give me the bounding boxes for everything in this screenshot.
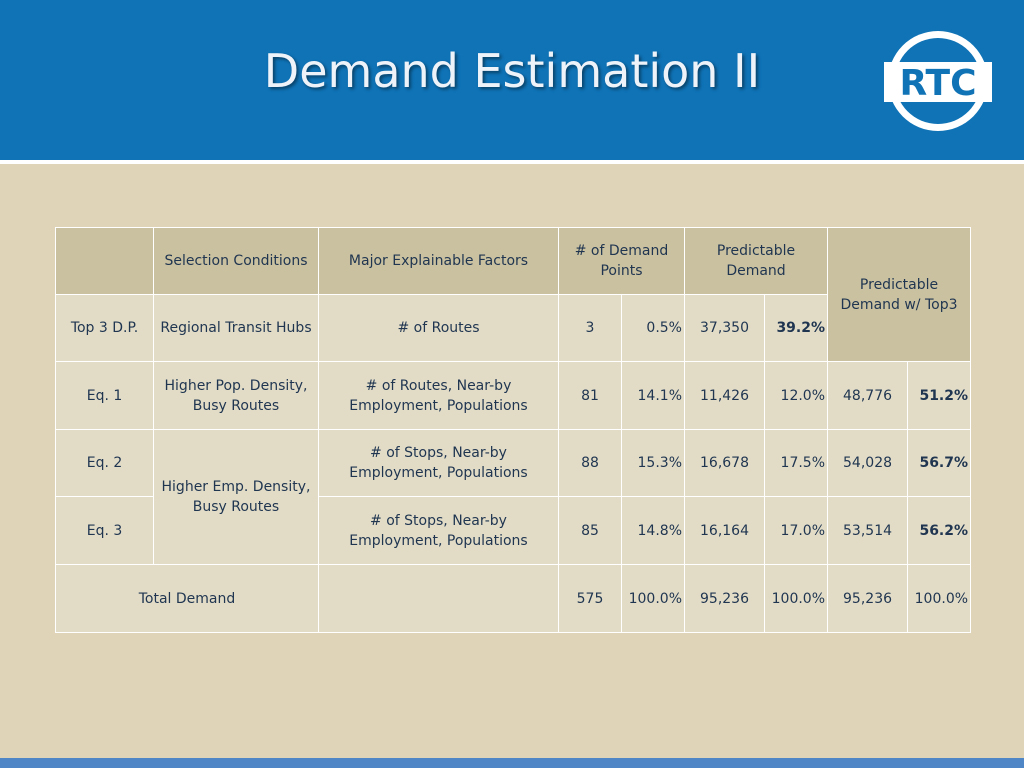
demand-points-count: 85: [558, 496, 622, 565]
row-label: Eq. 3: [55, 496, 154, 565]
total-predictable-demand-percent: 100.0%: [763, 564, 829, 633]
header-predictable-demand-top3: Predictable Demand w/ Top3: [827, 227, 972, 362]
header-divider: [0, 160, 1024, 164]
top3-demand-value: 48,776: [827, 361, 909, 430]
predictable-demand-percent: 12.0%: [763, 361, 829, 430]
total-top3-demand-percent: 100.0%: [907, 564, 972, 633]
total-predictable-demand: 95,236: [684, 564, 765, 633]
top3-demand-percent: 56.7%: [907, 429, 972, 497]
predictable-demand-value: 16,164: [684, 496, 765, 565]
row-label: Eq. 2: [55, 429, 154, 497]
total-factors: [318, 564, 559, 633]
logo-text: RTC: [899, 63, 976, 104]
total-demand-points: 575: [558, 564, 622, 633]
header-selection-conditions: Selection Conditions: [153, 227, 319, 295]
slide-title: Demand Estimation II: [263, 44, 761, 98]
top3-demand-value: 53,514: [827, 496, 909, 565]
selection-condition: Higher Pop. Density, Busy Routes: [153, 361, 319, 430]
demand-points-count: 81: [558, 361, 622, 430]
header-demand-points: # of Demand Points: [558, 227, 685, 295]
predictable-demand-percent: 17.5%: [763, 429, 829, 497]
table-row: Eq. 3 # of Stops, Near-by Employment, Po…: [55, 496, 972, 565]
predictable-demand-value: 37,350: [684, 294, 765, 362]
predictable-demand-value: 16,678: [684, 429, 765, 497]
header-predictable-demand: Predictable Demand: [683, 227, 829, 295]
total-top3-demand: 95,236: [827, 564, 909, 633]
predictable-demand-percent: 39.2%: [763, 294, 829, 362]
predictable-demand-value: 11,426: [684, 361, 765, 430]
top3-demand-percent: 56.2%: [907, 496, 972, 565]
demand-points-percent: 14.1%: [621, 361, 685, 430]
demand-points-percent: 14.8%: [621, 496, 685, 565]
total-row: Total Demand 575 100.0% 95,236 100.0% 95…: [55, 564, 972, 633]
demand-points-count: 88: [558, 429, 622, 497]
explainable-factors: # of Stops, Near-by Employment, Populati…: [318, 496, 559, 565]
selection-condition: Regional Transit Hubs: [153, 294, 319, 362]
footer-bar: [0, 758, 1024, 768]
demand-points-percent: 15.3%: [621, 429, 685, 497]
row-label: Top 3 D.P.: [55, 294, 154, 362]
explainable-factors: # of Routes: [318, 294, 559, 362]
demand-points-percent: 0.5%: [621, 294, 685, 362]
table-row: Eq. 1 Higher Pop. Density, Busy Routes #…: [55, 361, 972, 430]
selection-condition: Higher Emp. Density, Busy Routes: [153, 429, 319, 565]
demand-points-count: 3: [558, 294, 622, 362]
row-label: Eq. 1: [55, 361, 154, 430]
top3-demand-value: 54,028: [827, 429, 909, 497]
header-bar: Demand Estimation II RTC: [0, 0, 1024, 160]
top3-demand-percent: 51.2%: [907, 361, 972, 430]
header-major-factors: Major Explainable Factors: [318, 227, 559, 295]
table-row: Top 3 D.P. Regional Transit Hubs # of Ro…: [55, 294, 971, 362]
total-demand-points-percent: 100.0%: [621, 564, 685, 633]
rtc-logo: RTC: [884, 31, 992, 131]
header-blank: [55, 227, 154, 295]
demand-table: Selection Conditions Major Explainable F…: [55, 227, 972, 633]
explainable-factors: # of Stops, Near-by Employment, Populati…: [318, 429, 559, 497]
table-row: Eq. 2 Higher Emp. Density, Busy Routes #…: [55, 429, 972, 565]
explainable-factors: # of Routes, Near-by Employment, Populat…: [318, 361, 559, 430]
table-header-row: Selection Conditions Major Explainable F…: [55, 227, 972, 362]
total-label: Total Demand: [55, 564, 319, 633]
predictable-demand-percent: 17.0%: [763, 496, 829, 565]
